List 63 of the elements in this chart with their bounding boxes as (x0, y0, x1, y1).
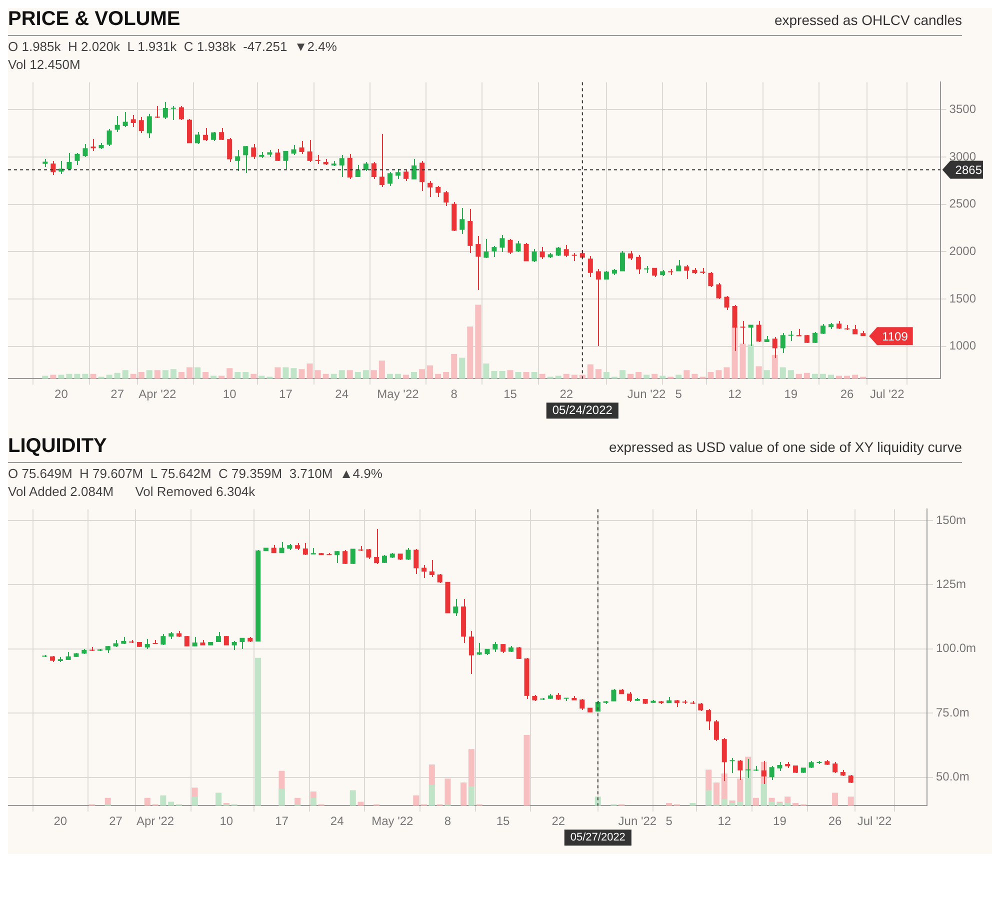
x-tick-label: 10 (220, 814, 234, 828)
x-tick-label: May '22 (377, 387, 420, 402)
x-tick-label: 5 (675, 387, 682, 402)
y-tick-label: 2000 (949, 244, 976, 258)
ref-line-label: 2865 (955, 163, 982, 178)
x-tick-label: Jul '22 (870, 387, 905, 402)
y-tick-label: 1500 (949, 291, 976, 306)
x-tick-label: Jul '22 (857, 814, 892, 828)
y-tick-label: 125m (936, 577, 966, 592)
text: O 1.985k H 2.020k L 1.931k C 1.938k -47.251 ▼2.4% (8, 39, 338, 54)
x-tick-label: 8 (444, 814, 452, 828)
x-tick-label: Apr '22 (136, 814, 174, 828)
ref-line-label: 05/27/2022 (570, 832, 626, 844)
x-tick-label: 22 (560, 387, 574, 402)
x-tick-label: 24 (330, 814, 344, 828)
y-tick-label: 2500 (949, 196, 976, 211)
chart-subtitle: expressed as USD value of one side of XY liquidity curve (608, 439, 962, 455)
candlestick (796, 328, 802, 336)
y-tick-label: 100.0m (936, 641, 976, 656)
y-tick-label: 50.0m (936, 770, 970, 784)
x-tick-label: Jun '22 (627, 387, 666, 402)
candlestick (42, 158, 48, 168)
x-tick-label: 12 (728, 387, 742, 402)
x-tick-label: Jun '22 (618, 814, 657, 828)
candlestick (310, 548, 316, 554)
x-tick-label: 12 (718, 814, 732, 828)
y-tick-label: 1000 (949, 338, 976, 353)
x-tick-label: 15 (496, 814, 510, 828)
chart-title: LIQUIDITY (8, 435, 107, 458)
x-tick-label: 27 (109, 814, 123, 828)
y-tick-label: 75.0m (936, 705, 970, 720)
x-tick-label: 10 (222, 387, 237, 402)
x-tick-label: 20 (54, 814, 68, 828)
candlestick (572, 696, 577, 700)
chart-title: PRICE & VOLUME (8, 8, 180, 31)
x-tick-label: 17 (275, 814, 289, 828)
x-tick-label: 27 (110, 387, 124, 402)
x-tick-label: 24 (335, 387, 349, 402)
x-tick-label: 8 (450, 387, 458, 402)
text: O 75.649M H 79.607M L 75.642M C 79.359M 3.710M ▲4.9% (8, 466, 384, 481)
y-tick-label: 3500 (949, 102, 976, 116)
candlestick (700, 268, 706, 274)
y-tick-label: 150m (936, 512, 966, 527)
annotation: 1109 (882, 329, 908, 344)
ref-line-label: 05/24/2022 (552, 402, 613, 417)
x-tick-label: 19 (773, 814, 787, 828)
x-tick-label: 5 (666, 814, 673, 828)
x-tick-label: Apr '22 (138, 387, 177, 402)
x-tick-label: May '22 (372, 814, 414, 828)
x-tick-label: 15 (504, 387, 518, 402)
text: Vol 12.450M (8, 57, 82, 72)
text: Vol Added 2.084M Vol Removed 6.304k (8, 484, 256, 499)
x-tick-label: 26 (840, 387, 854, 402)
candlestick (588, 708, 592, 712)
x-tick-label: 22 (552, 814, 566, 828)
candlestick (445, 582, 450, 614)
candlestick (263, 548, 268, 552)
x-tick-label: 19 (784, 387, 798, 402)
x-tick-label: 20 (54, 387, 68, 402)
chart-subtitle: expressed as OHLCV candles (774, 12, 962, 28)
y-tick-label: 3000 (949, 149, 976, 164)
x-tick-label: 26 (828, 814, 842, 828)
x-tick-label: 17 (279, 387, 293, 402)
